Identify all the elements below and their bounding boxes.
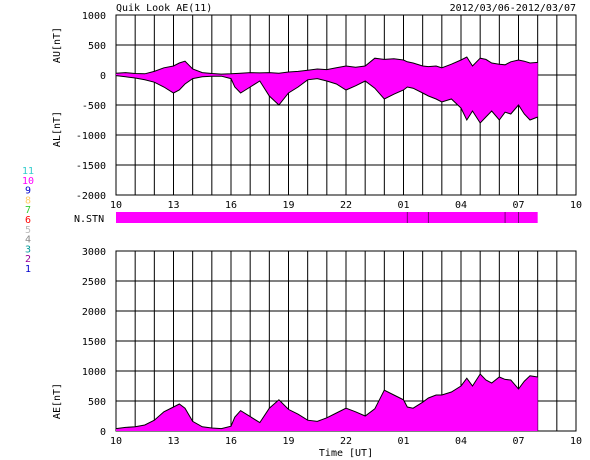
y-tick-label: -1000 [76,131,106,142]
x-tick-label: 01 [397,436,409,447]
y-tick-label: 500 [88,41,106,52]
legend-entry: 5 [25,225,31,236]
x-tick-label: 07 [512,436,524,447]
y-tick-label: 1500 [82,337,106,348]
au-line [115,56,538,75]
legend-entry: 10 [22,176,34,187]
x-tick-label: 04 [455,200,467,211]
x-tick-label: 01 [397,200,409,211]
ae-area [116,374,538,431]
legend-entry: 2 [25,254,31,265]
x-tick-label: 22 [340,436,352,447]
x-tick-label: 10 [570,200,582,211]
legend-entry: 4 [25,235,31,246]
y-tick-label: 2500 [82,277,106,288]
station-count-panel: N.STN [74,212,538,225]
y-tick-label: 2000 [82,307,106,318]
n-stn-label: N.STN [74,214,104,225]
y-axis-label-ae: AE[nT] [52,383,63,419]
x-tick-label: 04 [455,436,467,447]
y-tick-label: -500 [82,101,106,112]
x-tick-label: 10 [110,436,122,447]
x-tick-label: 19 [282,200,294,211]
y-tick-label: 1000 [82,367,106,378]
x-tick-label: 10 [110,200,122,211]
ae-line [115,373,538,430]
au-area [116,57,538,75]
x-tick-label: 07 [512,200,524,211]
y-tick-label: -2000 [76,191,106,202]
legend-entry: 3 [25,244,31,255]
legend-entry: 1 [25,264,31,275]
al-line [115,75,538,124]
x-tick-label: 13 [167,200,179,211]
date-range: 2012/03/06-2012/03/07 [450,3,576,14]
x-tick-label: 13 [167,436,179,447]
legend-entry: 6 [25,215,31,226]
x-tick-label: 16 [225,200,237,211]
legend-entry: 8 [25,195,31,206]
x-tick-label: 22 [340,200,352,211]
ae-panel: 3000 2500 2000 1500 1000 500 0 AE[nT] 10 13 16 19 22… [52,247,582,459]
n-stn-bar [116,212,538,223]
y-tick-label: 3000 [82,247,106,258]
x-tick-label: 19 [282,436,294,447]
x-axis-label: Time [UT] [319,448,373,459]
x-tick-label: 10 [570,436,582,447]
y-tick-label: 0 [100,427,106,438]
plot-title: Quik Look AE(11) [116,3,212,14]
y-axis-label-al: AL[nT] [52,111,63,147]
y-tick-label: 500 [88,397,106,408]
legend-entry: 9 [25,186,31,197]
al-area [116,75,538,123]
au-al-panel: 1000 500 0 -500 -1000 -1500 -2000 AU[nT] AL[nT] 1… [52,11,582,211]
y-tick-label: -1500 [76,161,106,172]
y-tick-label: 1000 [82,11,106,22]
legend-entry: 11 [22,166,34,177]
y-axis-label-au: AU[nT] [52,27,63,63]
x-tick-label: 16 [225,436,237,447]
legend-entry: 7 [25,205,31,216]
y-tick-label: 0 [100,71,106,82]
